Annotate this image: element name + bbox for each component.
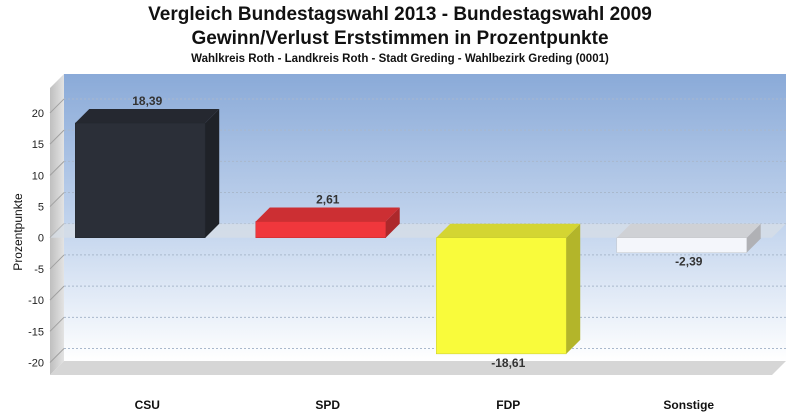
plot-side-wall — [50, 74, 64, 375]
grid-line-side — [49, 98, 65, 114]
x-category-label: FDP — [496, 398, 520, 412]
bar — [616, 237, 747, 253]
bar-sonstige: -2,39 — [616, 223, 761, 269]
grid-line-side — [49, 192, 65, 207]
data-label: -2,39 — [675, 255, 703, 269]
data-label: -18,61 — [491, 356, 525, 370]
y-tick-label: -20 — [28, 358, 44, 370]
y-tick-label: 15 — [32, 139, 44, 151]
bar-side — [566, 223, 581, 354]
bar-top — [75, 109, 220, 124]
grid-line-side — [49, 285, 65, 301]
bar-spd: 2,61 — [255, 192, 400, 238]
y-tick-label: 10 — [32, 170, 44, 182]
bar — [75, 122, 206, 238]
bar-top — [255, 207, 400, 222]
x-category-label: SPD — [315, 398, 340, 412]
chart-title: Vergleich Bundestagswahl 2013 - Bundesta… — [148, 4, 652, 25]
bar-side — [205, 109, 220, 238]
grid-line-side — [49, 129, 65, 145]
y-tick-label: 20 — [32, 108, 44, 120]
data-label: 18,39 — [132, 94, 162, 108]
bar-csu: 18,39 — [75, 94, 220, 238]
zero-plane — [50, 223, 786, 238]
y-tick-label: -5 — [34, 264, 44, 276]
grid-line-side — [49, 254, 65, 270]
y-tick-label: -15 — [28, 326, 44, 338]
bar-side — [746, 223, 761, 253]
y-tick-label: 5 — [38, 202, 44, 214]
bar-top — [616, 223, 761, 238]
y-tick-label: -10 — [28, 295, 44, 307]
x-axis-categories: CSU SPD FDP Sonstige — [135, 398, 715, 412]
y-axis-ticks: 20 15 10 5 0 -5 -10 -15 -20 — [28, 108, 44, 370]
x-category-label: CSU — [135, 398, 160, 412]
grid-line-side — [49, 160, 65, 176]
plot-floor — [50, 361, 786, 375]
bar — [436, 237, 567, 355]
x-category-label: Sonstige — [663, 398, 714, 412]
bar-fdp: -18,61 — [436, 223, 581, 370]
y-axis-label: Prozentpunkte — [11, 193, 25, 271]
grid-line-side — [49, 316, 65, 332]
chart-subtitle: Wahlkreis Roth - Landkreis Roth - Stadt … — [191, 53, 609, 65]
bar — [255, 221, 386, 238]
chart-title-line2: Gewinn/Verlust Erststimmen in Prozentpun… — [191, 28, 609, 49]
data-label: 2,61 — [316, 192, 340, 206]
grid-line-side — [49, 348, 65, 363]
bar-top — [436, 223, 581, 238]
bar-side — [385, 207, 400, 238]
y-tick-label: 0 — [38, 233, 44, 245]
bars-group: 18,39 2,61 -18,61 -2,39 — [75, 94, 761, 370]
